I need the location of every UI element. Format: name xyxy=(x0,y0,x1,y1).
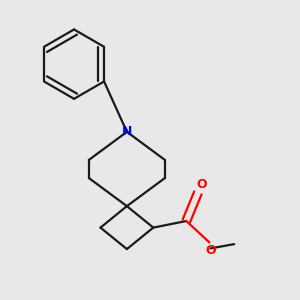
Text: O: O xyxy=(206,244,216,257)
Text: N: N xyxy=(122,125,132,138)
Text: O: O xyxy=(196,178,206,191)
